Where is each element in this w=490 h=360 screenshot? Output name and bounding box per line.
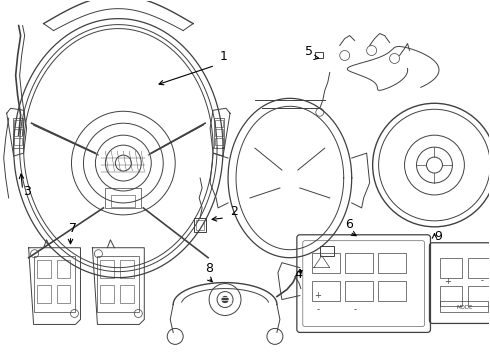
Bar: [111, 195, 135, 207]
Bar: [315, 53, 323, 58]
Bar: [121, 285, 134, 302]
Text: MODE: MODE: [456, 305, 473, 310]
Bar: [194, 218, 206, 232]
Text: 9: 9: [435, 230, 442, 243]
Bar: [441, 285, 463, 306]
Bar: [105, 188, 141, 208]
Bar: [215, 129, 223, 136]
Bar: [345, 280, 372, 301]
Text: 5: 5: [305, 45, 313, 58]
Bar: [320, 246, 334, 256]
Bar: [98, 256, 139, 312]
Text: -: -: [353, 306, 356, 315]
Bar: [312, 280, 340, 301]
Text: 8: 8: [205, 262, 213, 275]
Circle shape: [222, 297, 228, 302]
Text: 7: 7: [69, 222, 76, 235]
Bar: [100, 285, 114, 302]
Bar: [215, 120, 223, 127]
Bar: [37, 260, 50, 278]
Text: 1: 1: [220, 50, 228, 63]
Text: 3: 3: [23, 185, 30, 198]
Bar: [14, 120, 22, 127]
Bar: [214, 118, 224, 148]
Text: 4: 4: [295, 267, 303, 281]
Bar: [345, 253, 372, 273]
Text: +: +: [444, 276, 451, 285]
Bar: [34, 256, 75, 312]
Text: +: +: [315, 291, 321, 300]
Bar: [312, 253, 340, 273]
Bar: [468, 258, 490, 278]
Bar: [13, 118, 23, 148]
Bar: [378, 253, 406, 273]
Bar: [468, 285, 490, 306]
Bar: [121, 260, 134, 278]
Bar: [378, 280, 406, 301]
Bar: [441, 301, 489, 312]
Bar: [441, 258, 463, 278]
Text: 2: 2: [230, 205, 238, 218]
Text: -: -: [316, 306, 319, 315]
Text: 6: 6: [345, 218, 353, 231]
Bar: [196, 220, 204, 230]
Bar: [56, 285, 71, 302]
Bar: [56, 260, 71, 278]
Bar: [215, 138, 223, 145]
Bar: [100, 260, 114, 278]
Bar: [14, 138, 22, 145]
Text: -: -: [481, 276, 484, 285]
Bar: [37, 285, 50, 302]
Bar: [14, 129, 22, 136]
